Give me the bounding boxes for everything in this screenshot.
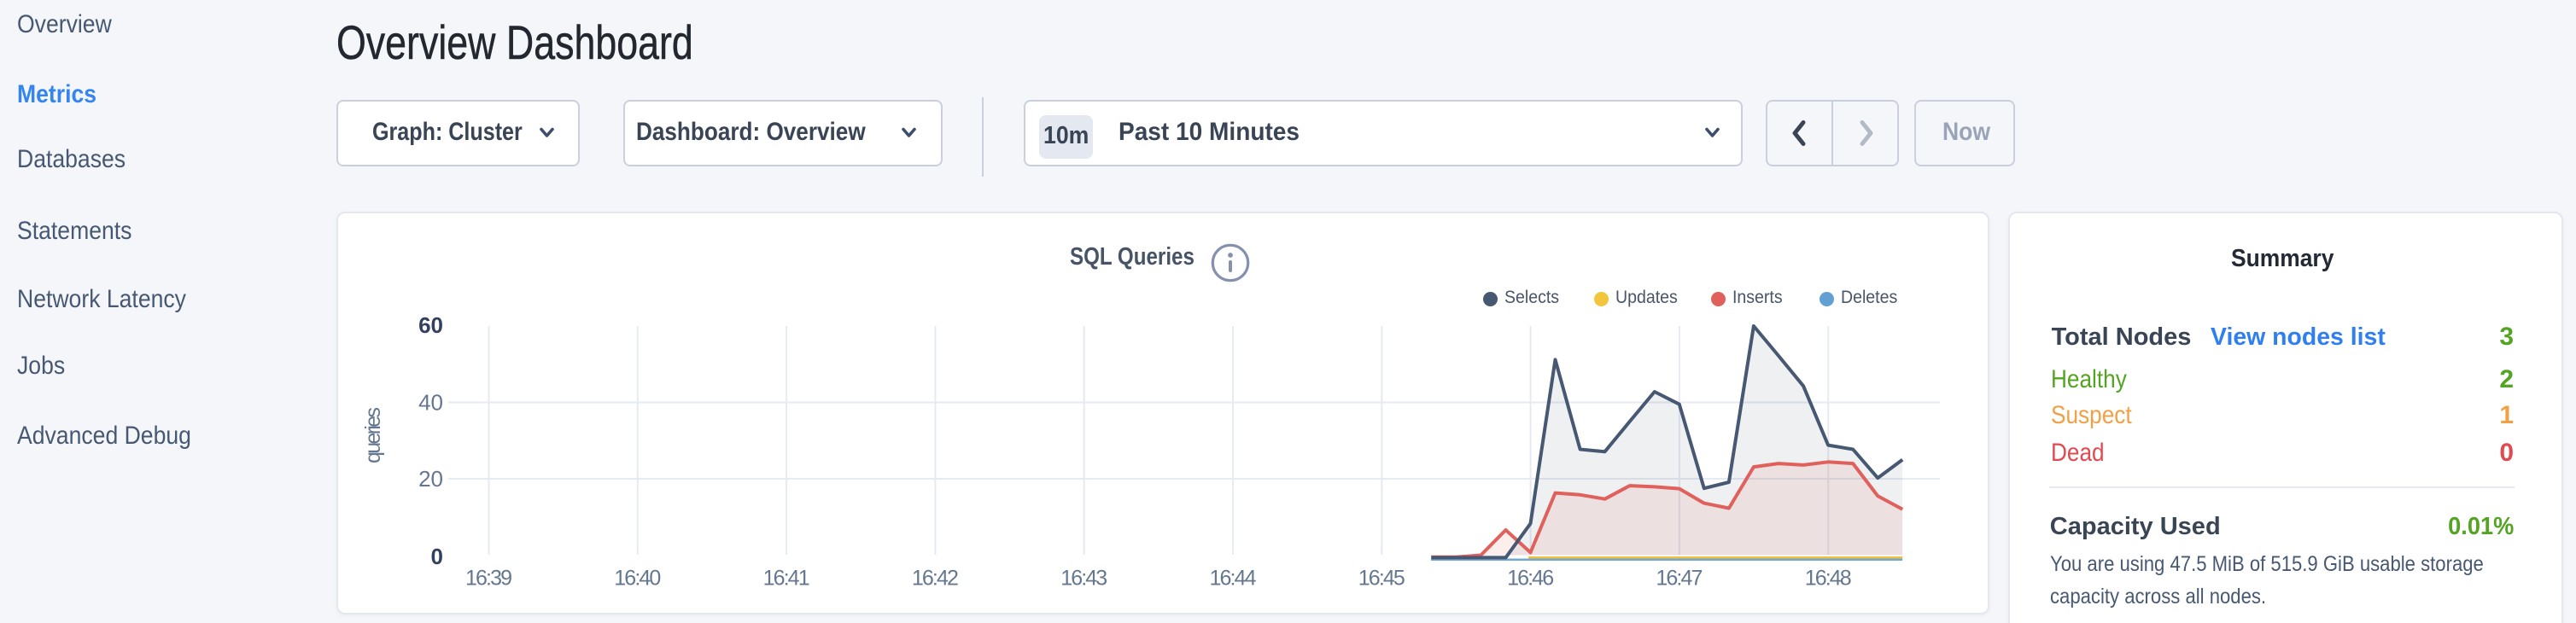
svg-text:16:45: 16:45 [1358,567,1405,591]
svg-text:16:48: 16:48 [1805,567,1852,591]
svg-text:0: 0 [431,544,443,569]
svg-text:16:41: 16:41 [763,567,810,591]
svg-text:16:39: 16:39 [465,567,512,591]
svg-text:16:43: 16:43 [1060,567,1107,591]
svg-text:20: 20 [418,466,443,492]
svg-text:40: 40 [418,390,443,416]
svg-text:16:47: 16:47 [1656,567,1703,591]
svg-text:16:40: 16:40 [614,567,661,591]
svg-text:60: 60 [418,312,443,338]
svg-text:queries: queries [361,407,385,463]
svg-text:16:42: 16:42 [912,567,959,591]
svg-text:16:46: 16:46 [1507,567,1554,591]
svg-text:16:44: 16:44 [1210,567,1257,591]
